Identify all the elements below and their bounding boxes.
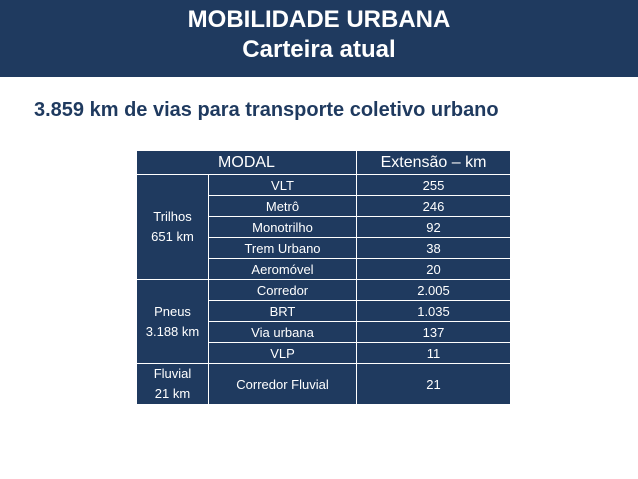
group-name: Trilhos [153, 209, 192, 224]
page-subtitle: Carteira atual [242, 36, 396, 63]
table-row: Pneus 3.188 km Corredor 2.005 [136, 279, 511, 364]
group-cell-pneus: Pneus 3.188 km [136, 279, 209, 364]
modal-table: MODAL Extensão – km Trilhos 651 km VLT 2… [136, 150, 511, 405]
table-row: Trem Urbano 38 [137, 237, 511, 259]
table-row: Trilhos 651 km VLT 255 [136, 174, 511, 280]
row-label: VLP [208, 342, 357, 364]
table-header-row: MODAL Extensão – km [136, 150, 511, 175]
table-row: VLP 11 [137, 342, 511, 364]
row-label: Metrô [208, 195, 357, 217]
row-value: 137 [356, 321, 511, 343]
row-label: Corredor [208, 279, 357, 301]
group-total: 21 km [154, 386, 191, 401]
col-header-extensao: Extensão – km [356, 150, 511, 175]
row-value: 2.005 [356, 279, 511, 301]
row-value: 21 [356, 363, 511, 405]
group-name: Fluvial [153, 366, 192, 381]
row-label: Via urbana [208, 321, 357, 343]
group-cell-fluvial: Fluvial 21 km [136, 363, 209, 405]
group-name: Pneus [154, 303, 191, 319]
row-label: Aeromóvel [208, 258, 357, 280]
table-row: Monotrilho 92 [137, 216, 511, 238]
group-total: 3.188 km [145, 323, 200, 339]
row-value: 92 [356, 216, 511, 238]
col-header-modal: MODAL [136, 150, 357, 175]
row-label: Trem Urbano [208, 237, 357, 259]
row-value: 20 [356, 258, 511, 280]
table-row: BRT 1.035 [137, 300, 511, 322]
row-value: 38 [356, 237, 511, 259]
row-label: BRT [208, 300, 357, 322]
row-label: Corredor Fluvial [208, 363, 357, 405]
group-cell-trilhos: Trilhos 651 km [136, 174, 209, 280]
page-title: MOBILIDADE URBANA [187, 6, 451, 33]
row-value: 11 [356, 342, 511, 364]
row-label: Monotrilho [208, 216, 357, 238]
row-label: VLT [208, 174, 357, 196]
headline: 3.859 km de vias para transporte coletiv… [34, 99, 499, 121]
table-row: Fluvial 21 km Corredor Fluvial 21 [136, 363, 511, 405]
table-row: Metrô 246 [137, 195, 511, 217]
row-value: 255 [356, 174, 511, 196]
group-total: 651 km [151, 229, 194, 244]
row-value: 1.035 [356, 300, 511, 322]
title-banner: MOBILIDADE URBANA Carteira atual [0, 0, 638, 77]
row-value: 246 [356, 195, 511, 217]
table-row: Via urbana 137 [137, 321, 511, 343]
